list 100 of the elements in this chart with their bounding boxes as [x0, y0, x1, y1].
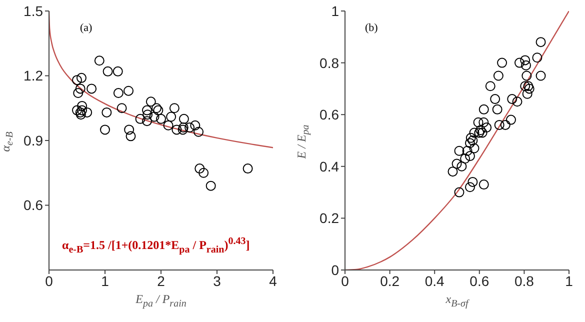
point — [116, 103, 127, 114]
point — [156, 114, 166, 124]
x-tick-label: 0 — [45, 272, 54, 289]
point — [149, 112, 160, 122]
point — [77, 100, 88, 111]
point — [448, 166, 458, 177]
point — [166, 112, 176, 122]
point — [485, 81, 496, 92]
point — [474, 128, 484, 138]
x-tick-label: 1 — [565, 272, 574, 289]
point — [478, 180, 489, 190]
point — [242, 164, 253, 174]
x-tick-label: 0.4 — [424, 272, 445, 289]
y-tick-label: 1.2 — [24, 68, 44, 84]
point — [497, 58, 508, 68]
point — [476, 125, 486, 136]
point — [532, 52, 542, 63]
x-tick-label: 2 — [157, 272, 166, 289]
point — [466, 132, 476, 143]
point — [112, 66, 123, 76]
x-tick-label: 3 — [213, 272, 222, 289]
point — [102, 107, 112, 118]
point — [520, 60, 531, 70]
point — [522, 88, 532, 99]
annotation: (b) — [365, 22, 378, 34]
point — [124, 124, 134, 135]
point — [492, 104, 502, 114]
point — [76, 72, 86, 83]
point — [464, 182, 475, 192]
y-tick-label: 0.2 — [320, 210, 340, 226]
point — [462, 146, 472, 156]
point — [190, 120, 200, 130]
point — [194, 164, 205, 174]
point — [454, 146, 464, 156]
point — [73, 88, 84, 98]
point — [469, 143, 480, 154]
point — [75, 84, 86, 94]
point — [493, 70, 504, 81]
y-tick-label: 0.9 — [24, 132, 44, 148]
x-tick-label: 4 — [269, 272, 278, 289]
point — [524, 84, 534, 94]
point — [126, 131, 136, 142]
point — [473, 117, 484, 128]
point — [113, 88, 124, 98]
point — [464, 138, 475, 148]
x-tick-label: 0.8 — [514, 272, 534, 289]
point — [460, 154, 470, 164]
point — [478, 104, 489, 114]
point — [184, 122, 195, 133]
point — [482, 122, 492, 133]
point — [514, 58, 524, 68]
point — [135, 114, 146, 124]
point — [169, 103, 180, 114]
point — [72, 75, 82, 86]
point — [477, 128, 488, 138]
point — [142, 116, 152, 126]
x-tick-label: 0.2 — [380, 272, 400, 289]
point — [478, 117, 489, 128]
point — [146, 96, 156, 107]
point — [206, 180, 216, 191]
point — [194, 126, 204, 137]
point — [142, 105, 152, 116]
x-tick-label: 1 — [101, 272, 110, 289]
point — [82, 107, 92, 118]
point — [507, 94, 518, 104]
point — [500, 120, 510, 130]
point — [124, 86, 134, 96]
y-tick-label: 0.6 — [320, 106, 340, 123]
point — [198, 168, 209, 178]
y-tick-label: 0 — [331, 262, 340, 278]
point — [172, 124, 182, 135]
x-tick-label: 0.6 — [470, 272, 490, 289]
point — [520, 81, 530, 92]
point — [468, 136, 478, 146]
x-tick-label: 0 — [341, 272, 350, 289]
point — [178, 114, 189, 124]
point — [494, 120, 504, 130]
point — [520, 55, 530, 66]
point — [536, 37, 546, 48]
point — [76, 110, 86, 120]
point — [469, 128, 480, 138]
point — [536, 70, 546, 81]
point — [100, 124, 110, 135]
point — [506, 114, 516, 125]
point — [72, 105, 82, 116]
y-tick-label: 0.6 — [24, 197, 44, 214]
point — [94, 56, 104, 66]
point — [163, 120, 174, 130]
point — [468, 176, 478, 187]
point — [523, 81, 534, 92]
y-tick-label: 1.5 — [24, 2, 44, 19]
point — [102, 66, 113, 76]
point — [490, 94, 500, 104]
x-axis-title: E$_{pa}$ / P$_{rain}$ — [134, 292, 188, 310]
text: α$_{e-B}$=1.5 /[1+(0.1201*E$_{pa}$ / P$_{rain}$)$^{0.43}$] — [62, 236, 250, 256]
y-tick-label: 0.8 — [320, 54, 340, 71]
point — [142, 110, 153, 120]
point — [512, 96, 522, 107]
point — [86, 84, 97, 94]
point — [454, 187, 464, 198]
